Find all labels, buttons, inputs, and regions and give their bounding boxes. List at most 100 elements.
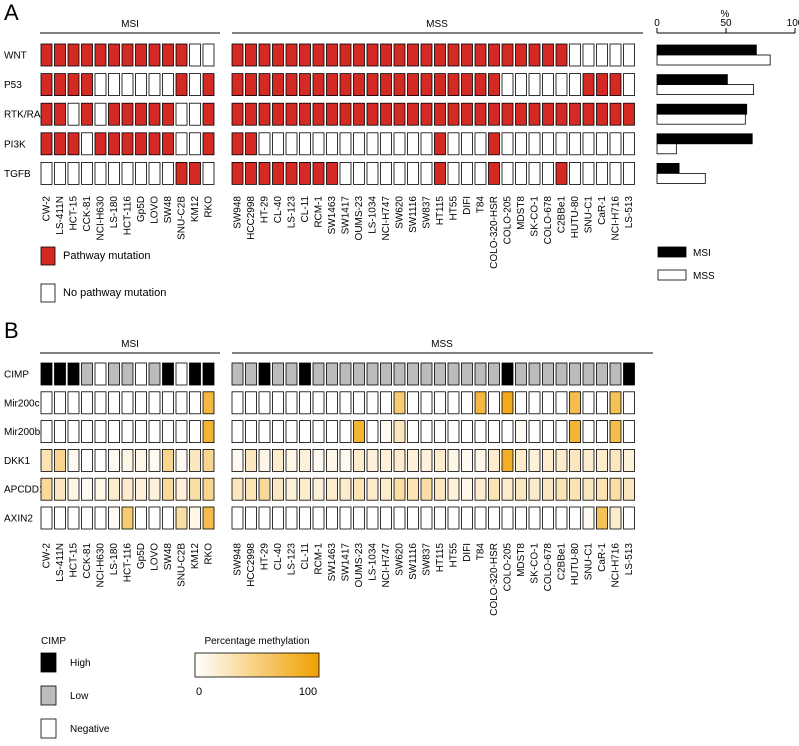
column-label: SK-CO-1 [530, 196, 541, 237]
mutation-cell [135, 102, 147, 126]
mutation-cell [488, 132, 500, 156]
column-label: HUTU-80 [570, 543, 581, 586]
column-label: DIFI [462, 543, 473, 562]
methylation-cell [202, 506, 215, 530]
methylation-cell [515, 420, 527, 444]
methylation-cell [312, 420, 325, 444]
methylation-cell [189, 506, 201, 530]
methylation-cell [542, 448, 554, 472]
methylation-cell [474, 420, 487, 444]
mutation-cell [40, 102, 53, 126]
methylation-cell [67, 477, 80, 501]
mutation-cell [609, 132, 622, 156]
mutation-cell [380, 43, 392, 67]
methylation-cell [121, 448, 134, 472]
mutation-cell [299, 102, 311, 126]
mutation-cell [488, 73, 500, 96]
methylation-cell [245, 506, 257, 530]
mutation-cell [189, 161, 201, 185]
mutation-cell [569, 161, 581, 185]
mutation-cell [461, 43, 473, 67]
mutation-cell [542, 132, 554, 156]
methylation-cell [447, 477, 460, 501]
column-label: COLO-320-HSR [489, 196, 500, 269]
mutation-cell [596, 161, 608, 185]
mutation-cell [231, 102, 244, 126]
mutation-cell [54, 102, 66, 126]
methylation-cell [461, 506, 473, 530]
mutation-cell [162, 43, 174, 67]
mutation-cell [609, 73, 622, 96]
methylation-cell [434, 420, 446, 444]
column-label: SW1116 [408, 543, 419, 580]
methylation-cell [121, 391, 134, 415]
methylation-cell [272, 448, 284, 472]
cimp-cell [189, 362, 201, 386]
methylation-cell [81, 506, 93, 530]
column-label: CW-2 [42, 543, 53, 569]
methylation-cell [515, 506, 527, 530]
bar-msi-wnt [656, 44, 757, 56]
mutation-cell [339, 132, 352, 156]
methylation-cell [407, 420, 419, 444]
methylation-cell [162, 477, 174, 501]
methylation-cell [407, 477, 419, 501]
column-label: COLO-320-HSR [489, 543, 500, 616]
mutation-cell [393, 161, 406, 185]
mutation-cell [148, 161, 161, 185]
mutation-cell [81, 161, 93, 185]
methylation-cell [366, 391, 379, 415]
column-label: T84 [476, 543, 487, 561]
methylation-cell [175, 420, 188, 444]
mutation-cell [393, 43, 406, 67]
column-label: SW1463 [327, 196, 338, 235]
column-label: CL-11 [300, 196, 311, 223]
column-label: NCI-H716 [611, 196, 622, 241]
mutation-cell [40, 132, 53, 156]
methylation-cell [312, 448, 325, 472]
methylation-cell [258, 506, 271, 530]
methylation-cell [258, 391, 271, 415]
column-label: CL-11 [300, 543, 311, 570]
column-label: SW948 [233, 196, 244, 229]
methylation-cell [393, 420, 406, 444]
bar-mss-tgfb [656, 172, 706, 184]
bar-mss-p53 [656, 84, 754, 95]
methylation-cell [326, 391, 338, 415]
cimp-cell [596, 362, 608, 386]
mutation-cell [447, 132, 460, 156]
methylation-cell [175, 391, 188, 415]
mutation-cell [175, 132, 188, 156]
methylation-cell [582, 477, 595, 501]
column-label: C2BBe1 [557, 543, 568, 581]
methylation-cell [474, 506, 487, 530]
legend-cimp-high-swatch [40, 652, 57, 673]
mutation-cell [162, 102, 174, 126]
mutation-cell [353, 43, 365, 67]
mutation-cell [189, 132, 201, 156]
methylation-cell [40, 420, 53, 444]
methylation-cell [108, 448, 120, 472]
methylation-cell [54, 391, 66, 415]
methylation-cell [108, 420, 120, 444]
methylation-cell [245, 420, 257, 444]
mutation-cell [555, 43, 568, 67]
mutation-cell [515, 132, 527, 156]
bar-chart-title: % [721, 9, 730, 20]
column-label: COLO-205 [503, 543, 514, 592]
mutation-cell [67, 132, 80, 156]
methylation-cell [326, 477, 338, 501]
mutation-cell [162, 73, 174, 96]
methylation-cell [623, 448, 635, 472]
cimp-cell [339, 362, 352, 386]
mutation-cell [189, 73, 201, 96]
methylation-cell [148, 420, 161, 444]
methylation-cell [231, 448, 244, 472]
methylation-cell [380, 448, 392, 472]
column-label: RCM-1 [314, 543, 325, 575]
methylation-cell [380, 506, 392, 530]
methylation-cell [54, 506, 66, 530]
mutation-cell [474, 132, 487, 156]
methylation-cell [393, 391, 406, 415]
cimp-cell [555, 362, 568, 386]
